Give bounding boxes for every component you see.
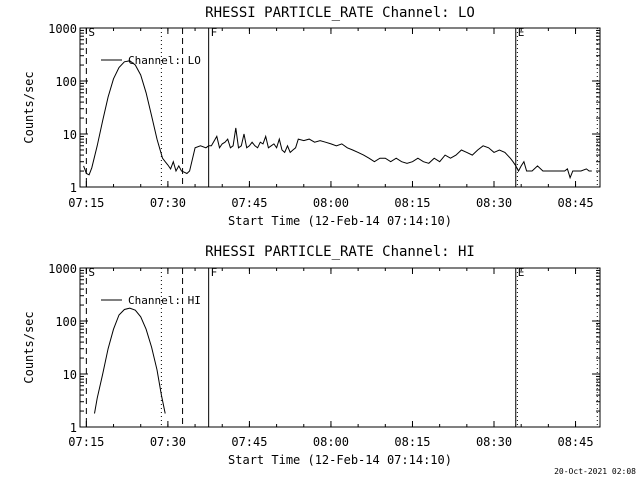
series-line: [83, 60, 592, 180]
y-tick-label: 100: [55, 75, 77, 89]
y-tick-label: 10: [63, 368, 77, 382]
y-tick-label: 1: [70, 421, 77, 435]
x-tick-label: 07:15: [68, 435, 104, 449]
event-marker-label: S: [88, 26, 95, 39]
x-tick-label: 08:30: [476, 196, 512, 210]
x-tick-label: 08:45: [557, 196, 593, 210]
panel-lo: RHESSI PARTICLE_RATE Channel: LO 07:15 07:…: [22, 5, 601, 228]
x-tick-label: 08:00: [313, 435, 349, 449]
event-marker-label: E: [518, 266, 525, 279]
x-tick-label: 08:30: [476, 435, 512, 449]
x-tick-label: 07:30: [150, 435, 186, 449]
chart-title: RHESSI PARTICLE_RATE Channel: HI: [205, 244, 475, 260]
x-tick-label: 07:15: [68, 196, 104, 210]
x-tick-label: 08:15: [394, 435, 430, 449]
legend-label: Channel: HI: [128, 294, 201, 307]
y-axis-label: Counts/sec: [22, 311, 36, 383]
series-line: [94, 307, 166, 414]
x-tick-label: 07:30: [150, 196, 186, 210]
y-tick-label: 10: [63, 128, 77, 142]
y-tick-label: 1: [70, 181, 77, 195]
y-tick-label: 1000: [48, 22, 77, 36]
chart-title: RHESSI PARTICLE_RATE Channel: LO: [205, 5, 475, 21]
x-tick-label: 08:00: [313, 196, 349, 210]
y-axis-label: Counts/sec: [22, 71, 36, 143]
y-tick-label: 100: [55, 315, 77, 329]
event-marker-label: E: [518, 26, 525, 39]
panel-hi: RHESSI PARTICLE_RATE Channel: HI 07:15 07:…: [22, 244, 601, 467]
x-tick-label: 07:45: [231, 196, 267, 210]
plot-frame: [79, 267, 601, 428]
event-marker-label: F: [211, 26, 218, 39]
x-axis-label: Start Time (12-Feb-14 07:14:10): [228, 453, 452, 467]
timestamp-label: 20-Oct-2021 02:08: [554, 467, 636, 476]
x-tick-label: 08:15: [394, 196, 430, 210]
plot-frame: [79, 27, 601, 188]
x-axis-label: Start Time (12-Feb-14 07:14:10): [228, 214, 452, 228]
legend-label: Channel: LO: [128, 54, 201, 67]
y-tick-label: 1000: [48, 262, 77, 276]
event-marker-label: S: [88, 266, 95, 279]
x-tick-label: 07:45: [231, 435, 267, 449]
event-marker-label: F: [211, 266, 218, 279]
x-tick-label: 08:45: [557, 435, 593, 449]
